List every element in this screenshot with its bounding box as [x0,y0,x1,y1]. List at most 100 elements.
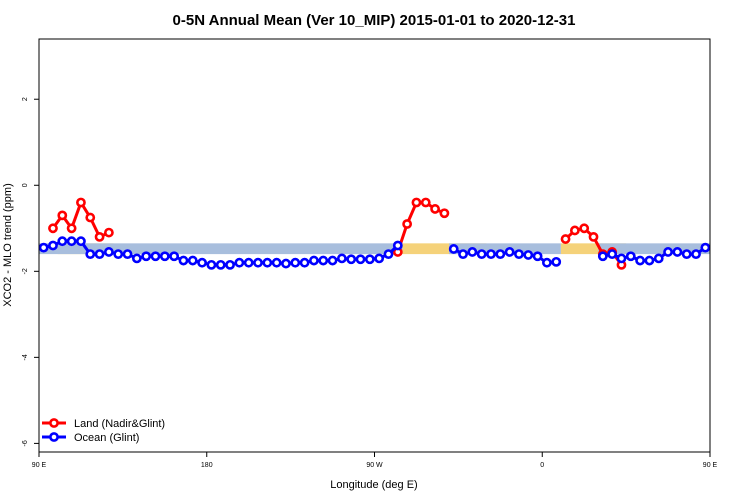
data-point-1-1-7 [514,249,524,260]
data-point-1-0-5 [85,249,96,260]
data-point-1-0-30 [318,255,329,266]
data-point-1-0-19 [215,259,226,270]
data-point-1-0-0 [38,242,49,253]
data-point-1-1-8 [523,250,534,260]
legend-label-1: Ocean (Glint) [74,432,139,444]
x-axis-ticks: 90 E 180 90 W 0 90 E [32,452,718,469]
x-tick-label-2: 90 W [366,462,383,469]
data-point-1-1-10 [542,257,552,268]
data-point-1-0-18 [206,259,217,270]
data-point-0-0-3 [76,197,86,208]
data-point-1-0-6 [94,249,105,260]
data-point-1-0-10 [131,253,142,264]
data-point-1-0-14 [169,251,180,262]
data-point-1-0-27 [290,257,301,268]
legend-label-0: Land (Nadir&Glint) [74,418,165,430]
data-point-1-0-15 [178,255,189,266]
data-point-1-0-3 [66,236,77,247]
legend-marker-1 [49,432,59,442]
y-tick-label-4: -6 [22,440,29,446]
y-tick-label-0: 2 [22,97,29,101]
data-point-1-2-7 [663,247,673,257]
data-point-0-1-4 [430,204,440,214]
data-point-1-1-6 [504,247,515,257]
data-point-1-2-4 [635,255,646,266]
band-0-2 [560,243,627,255]
data-point-1-0-33 [346,254,357,265]
data-point-1-1-5 [495,249,506,260]
data-point-0-0-1 [57,210,68,221]
data-point-1-2-9 [681,249,692,260]
data-point-1-2-2 [616,253,627,264]
data-point-1-0-24 [262,257,273,268]
y-tick-label-1: 0 [22,183,29,187]
data-point-1-0-20 [225,259,235,270]
data-point-1-1-0 [448,244,459,254]
data-point-1-0-29 [309,255,319,266]
data-point-0-0-2 [66,223,77,234]
data-point-1-0-26 [281,258,291,269]
y-axis-ticks: 2 0 -2 -4 -6 [22,97,39,447]
data-point-0-1-5 [439,208,450,219]
data-point-0-1-2 [411,197,422,208]
data-point-0-2-2 [579,223,590,234]
data-point-1-0-31 [327,255,338,266]
data-point-1-1-4 [486,249,496,260]
data-point-1-0-16 [187,255,198,266]
data-point-1-1-3 [476,249,487,260]
data-point-1-0-13 [159,251,170,262]
data-point-1-0-37 [383,249,394,260]
data-point-1-0-17 [197,257,207,268]
band-1-2 [598,243,710,255]
data-point-1-2-8 [672,247,683,257]
legend: Land (Nadir&Glint) Ocean (Glint) [42,418,165,444]
band-1-0 [39,243,403,255]
data-point-1-0-32 [336,253,347,264]
data-point-1-0-36 [374,253,385,264]
data-point-0-0-4 [85,212,96,223]
y-tick-label-2: -2 [22,268,29,274]
chart-title: 0-5N Annual Mean (Ver 10_MIP) 2015-01-01… [173,12,576,29]
data-point-1-0-9 [122,249,133,260]
x-tick-label-4: 90 E [703,462,718,469]
x-tick-label-3: 0 [540,462,544,469]
data-point-1-0-25 [271,257,282,268]
x-tick-label-0: 90 E [32,462,47,469]
data-point-1-0-8 [113,249,124,260]
data-point-1-0-4 [76,236,86,247]
data-point-1-1-2 [467,247,478,257]
data-point-1-0-35 [364,254,375,265]
data-point-1-0-23 [253,257,263,268]
data-point-0-2-3 [588,231,599,242]
data-point-1-2-5 [644,255,655,266]
data-point-0-0-5 [94,231,105,242]
data-point-1-0-38 [392,240,403,251]
data-point-1-0-22 [243,257,254,268]
data-point-0-0-0 [48,223,58,234]
series-layer [38,197,711,270]
y-axis-label: XCO2 - MLO trend (ppm) [2,183,14,306]
data-point-1-0-28 [299,257,310,268]
data-point-0-0-6 [103,227,114,238]
data-point-1-0-21 [234,257,245,268]
data-point-1-2-3 [625,251,636,262]
data-point-1-2-1 [607,249,618,260]
data-point-1-1-9 [532,251,543,262]
data-point-1-0-12 [150,251,161,262]
data-point-1-0-34 [355,254,366,265]
x-axis-label: Longitude (deg E) [330,479,417,491]
data-point-1-0-7 [103,247,114,257]
data-point-1-2-6 [653,253,664,264]
data-point-1-2-11 [700,242,711,253]
data-point-0-1-3 [420,197,431,208]
legend-marker-0 [49,418,59,428]
x-tick-label-1: 180 [201,462,213,469]
data-point-1-1-1 [458,249,468,260]
data-point-0-2-1 [569,225,580,236]
data-point-1-2-10 [691,249,701,260]
band-0-1 [402,243,487,255]
data-point-1-1-11 [551,256,562,267]
data-point-1-0-11 [141,251,152,262]
band-1-1 [449,243,561,255]
